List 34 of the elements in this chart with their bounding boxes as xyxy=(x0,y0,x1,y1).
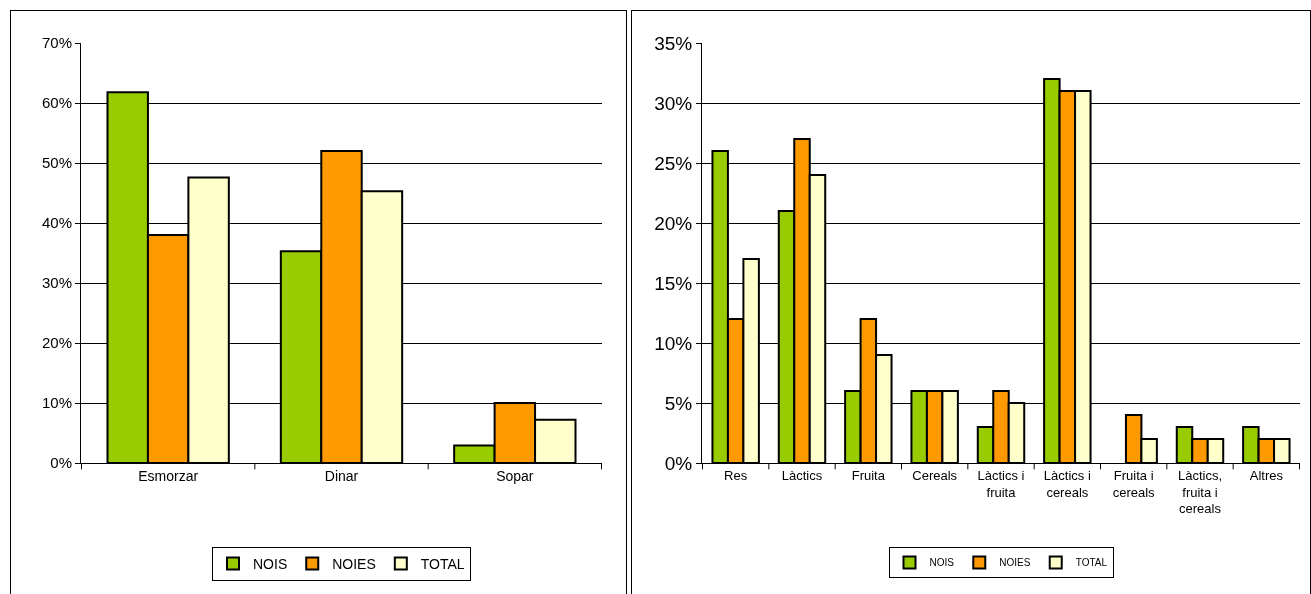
x-tick-label: Fruita xyxy=(851,467,886,483)
x-tick-label: Làctics i cereals xyxy=(1043,467,1091,500)
y-tick-label: 35% xyxy=(654,32,693,54)
y-tick-label: 50% xyxy=(41,154,72,172)
y-tick-label: 10% xyxy=(654,332,693,354)
x-tick-label: Altres xyxy=(1249,467,1284,483)
y-tick-label: 70% xyxy=(41,34,72,52)
y-tick-label: 40% xyxy=(41,214,72,232)
y-tick-label: 30% xyxy=(41,274,72,292)
x-tick-label: Esmorzar xyxy=(138,467,199,484)
x-tick-label: Fruita i cereals xyxy=(1112,467,1156,500)
legend-label: TOTAL xyxy=(1075,557,1108,569)
x-tick-label: Làctics i fruita xyxy=(977,467,1025,500)
y-tick-label: 30% xyxy=(654,92,693,114)
x-tick-label: Làctics xyxy=(781,467,823,483)
legend-label: NOIES xyxy=(332,556,376,573)
y-tick-label: 0% xyxy=(664,452,693,474)
x-tick-label: Dinar xyxy=(324,467,359,484)
x-tick-label: Sopar xyxy=(496,467,534,484)
legend-label: NOIS xyxy=(929,557,955,569)
y-tick-label: 20% xyxy=(654,212,693,234)
legend-label: NOIES xyxy=(999,557,1031,569)
y-tick-label: 20% xyxy=(41,334,72,352)
y-tick-label: 25% xyxy=(654,152,693,174)
legend-label: TOTAL xyxy=(420,556,465,573)
y-tick-label: 60% xyxy=(41,94,72,112)
y-tick-label: 15% xyxy=(654,272,693,294)
x-tick-label: Cereals xyxy=(912,467,958,483)
y-tick-label: 0% xyxy=(50,454,72,472)
x-tick-label: Làctics, fruita i cereals xyxy=(1177,467,1223,517)
y-tick-label: 5% xyxy=(664,392,693,414)
y-tick-label: 10% xyxy=(41,394,72,412)
legend-label: NOIS xyxy=(253,556,288,573)
x-tick-label: Res xyxy=(724,467,748,483)
